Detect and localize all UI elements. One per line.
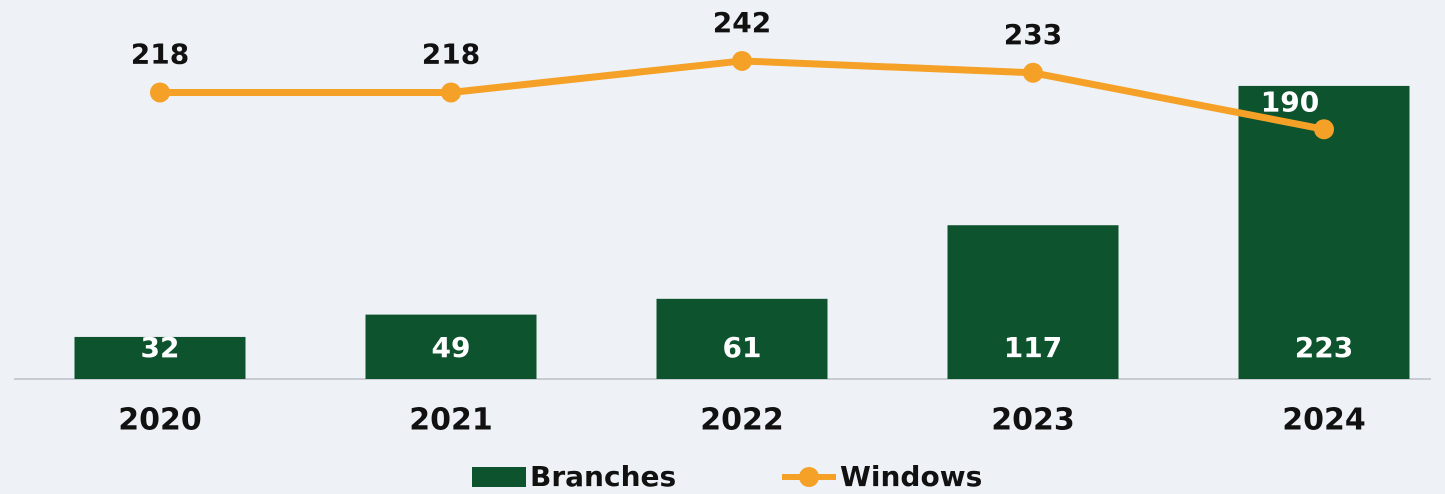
line-point: [1023, 62, 1043, 83]
bar-value-label: 32: [141, 331, 180, 364]
legend-label: Branches: [530, 460, 676, 493]
x-tick-label: 2020: [118, 403, 202, 438]
line-value-label: 233: [1004, 18, 1062, 51]
line-value-label: 218: [131, 37, 189, 70]
line-value-label: 190: [1261, 85, 1319, 118]
legend-label: Windows: [840, 460, 982, 493]
x-tick-label: 2021: [409, 403, 493, 438]
x-tick-label: 2022: [700, 403, 784, 438]
bar: [365, 314, 537, 379]
legend-swatch: [472, 467, 526, 487]
bar: [656, 298, 828, 379]
legend-swatch: [799, 467, 819, 487]
line-value-label: 218: [422, 37, 480, 70]
line-point: [732, 50, 752, 71]
line-point: [1314, 119, 1334, 140]
bar: [947, 225, 1119, 379]
bar: [74, 336, 246, 379]
bar-value-label: 61: [723, 331, 762, 364]
bar-value-label: 49: [432, 331, 471, 364]
bar-value-label: 223: [1295, 331, 1353, 364]
bar-value-label: 117: [1004, 331, 1062, 364]
line-point: [441, 82, 461, 103]
x-tick-label: 2024: [1282, 403, 1366, 438]
line-point: [150, 82, 170, 103]
line-value-label: 242: [713, 6, 771, 39]
x-tick-label: 2023: [991, 403, 1075, 438]
